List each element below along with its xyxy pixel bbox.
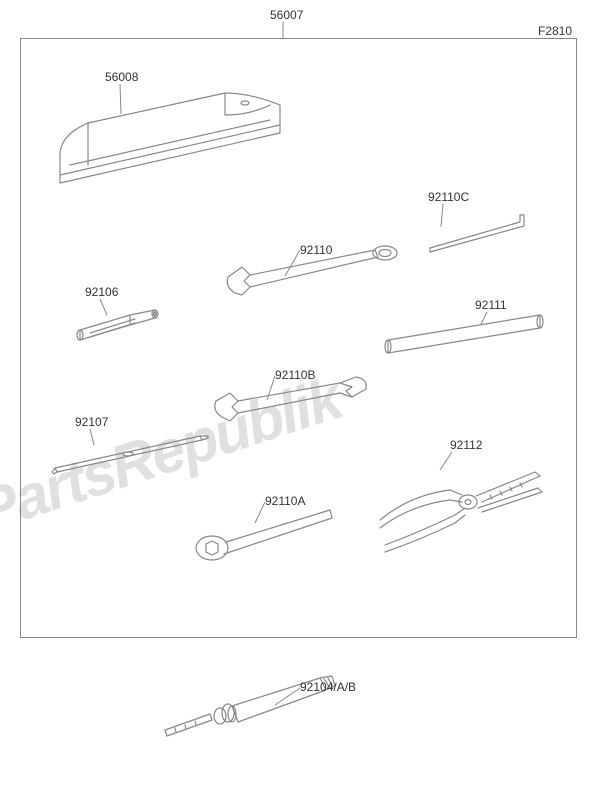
leader-92104 xyxy=(0,0,595,800)
